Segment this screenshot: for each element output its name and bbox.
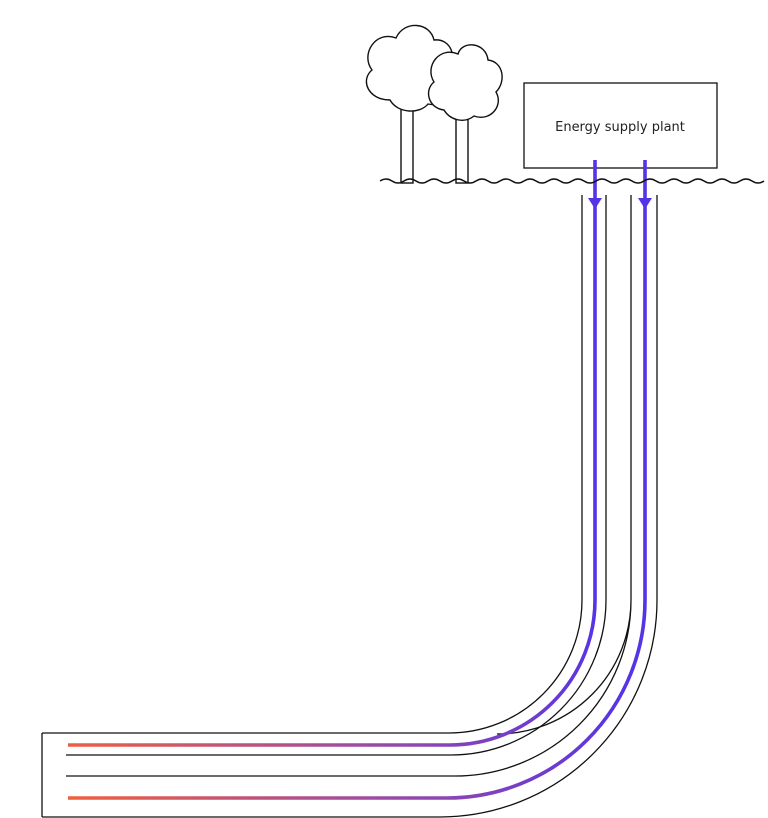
- outer-flow-pipe: [68, 160, 647, 800]
- ground-line: [379, 178, 765, 184]
- borehole-walls: [41, 195, 658, 818]
- energy-supply-plant-box: [523, 82, 718, 169]
- flow-arrow-icon: [588, 198, 602, 209]
- inner-flow-pipe: [68, 160, 597, 747]
- flow-arrow-icon: [638, 198, 652, 209]
- flow-pipes: [68, 160, 647, 800]
- tree-icon: [427, 44, 503, 184]
- plant-label: Energy supply plant: [555, 120, 685, 135]
